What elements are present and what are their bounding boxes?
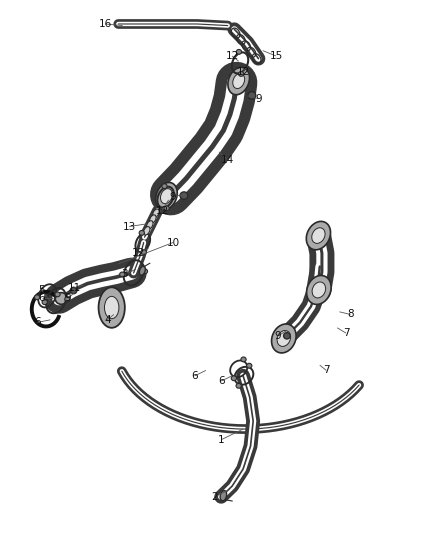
- Ellipse shape: [139, 230, 145, 235]
- Ellipse shape: [70, 287, 77, 294]
- Text: 12: 12: [237, 67, 250, 77]
- Text: 15: 15: [269, 51, 283, 61]
- Text: 9: 9: [170, 192, 177, 202]
- Ellipse shape: [139, 266, 145, 275]
- Ellipse shape: [248, 92, 256, 99]
- Ellipse shape: [238, 71, 244, 76]
- Ellipse shape: [180, 192, 188, 199]
- Ellipse shape: [283, 333, 290, 339]
- Ellipse shape: [220, 490, 226, 501]
- Ellipse shape: [312, 228, 325, 244]
- Text: 12: 12: [226, 51, 239, 61]
- Ellipse shape: [307, 276, 331, 304]
- Ellipse shape: [312, 282, 325, 298]
- Text: 11: 11: [68, 283, 81, 293]
- Ellipse shape: [241, 357, 246, 362]
- Text: 8: 8: [347, 310, 354, 319]
- Text: 6: 6: [34, 318, 41, 327]
- Ellipse shape: [141, 250, 146, 255]
- Text: 7: 7: [343, 328, 350, 338]
- Ellipse shape: [231, 376, 237, 381]
- Ellipse shape: [147, 221, 153, 229]
- Text: 9: 9: [64, 294, 71, 303]
- Ellipse shape: [120, 272, 125, 277]
- Ellipse shape: [233, 74, 245, 88]
- Ellipse shape: [164, 206, 169, 211]
- Text: 5: 5: [38, 286, 45, 295]
- Text: 3: 3: [121, 270, 128, 279]
- Ellipse shape: [35, 295, 40, 300]
- Ellipse shape: [104, 296, 119, 319]
- Ellipse shape: [236, 383, 241, 388]
- Text: 9: 9: [275, 331, 282, 341]
- Ellipse shape: [150, 215, 156, 223]
- Text: 13: 13: [123, 222, 136, 231]
- Ellipse shape: [99, 287, 125, 328]
- Text: 16: 16: [99, 19, 112, 29]
- Text: 14: 14: [221, 155, 234, 165]
- Text: 1: 1: [218, 435, 225, 445]
- Ellipse shape: [65, 297, 70, 302]
- Ellipse shape: [162, 184, 167, 189]
- Text: 4: 4: [104, 315, 111, 325]
- Ellipse shape: [142, 269, 148, 274]
- Text: 7: 7: [323, 366, 330, 375]
- Text: 9: 9: [255, 94, 262, 103]
- Ellipse shape: [144, 227, 150, 235]
- Text: 6: 6: [38, 294, 45, 303]
- Text: 12: 12: [131, 248, 145, 258]
- Text: 10: 10: [166, 238, 180, 247]
- Ellipse shape: [155, 182, 177, 210]
- Text: 12: 12: [155, 206, 169, 215]
- Ellipse shape: [306, 221, 331, 250]
- Ellipse shape: [237, 50, 242, 54]
- Text: 6: 6: [218, 376, 225, 386]
- Text: 2: 2: [211, 492, 218, 502]
- Ellipse shape: [55, 292, 60, 297]
- Ellipse shape: [228, 67, 250, 95]
- Text: 6: 6: [191, 371, 198, 381]
- Ellipse shape: [247, 364, 252, 368]
- Ellipse shape: [42, 300, 47, 304]
- Ellipse shape: [277, 330, 290, 346]
- Ellipse shape: [272, 324, 296, 353]
- Ellipse shape: [160, 189, 173, 204]
- Ellipse shape: [153, 209, 159, 217]
- Ellipse shape: [55, 293, 67, 304]
